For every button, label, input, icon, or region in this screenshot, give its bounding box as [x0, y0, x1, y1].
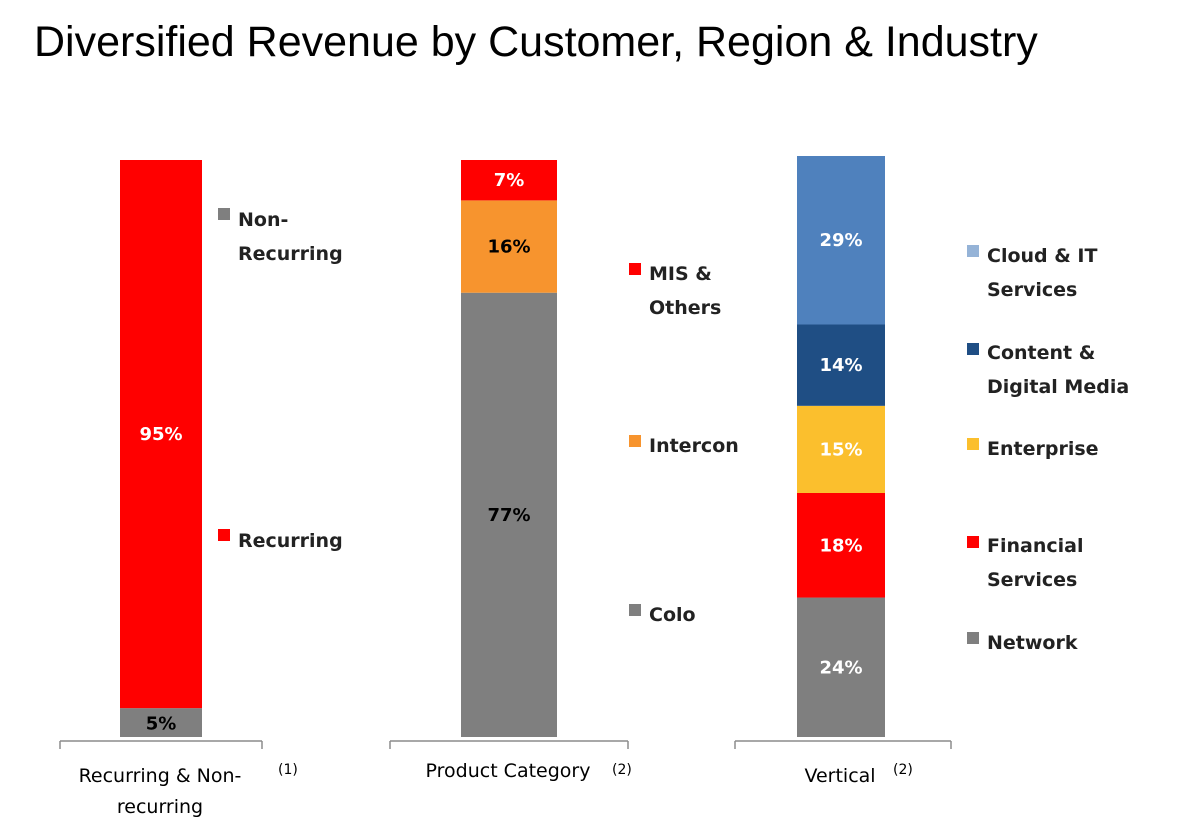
bar-segment-colo: [461, 292, 557, 737]
bar-segment-intercon: [461, 200, 557, 293]
category-label: Vertical: [804, 765, 875, 787]
data-label-network: 24%: [819, 657, 862, 678]
legend-swatch-non-recurring: [218, 208, 230, 220]
footnote-marker: (1): [278, 762, 298, 778]
chart-1: 5% Non- Recurring 95% Recurring Recurring & N…: [59, 160, 343, 818]
legend-swatch-network: [967, 632, 979, 644]
legend-swatch-content-and-digital-media: [967, 343, 979, 355]
legend-label-cloud-and-it-services: Services: [987, 279, 1077, 301]
legend-label-non-recurring: Non-: [238, 209, 288, 231]
legend-label-non-recurring: Recurring: [238, 243, 343, 265]
legend-label-recurring: Recurring: [238, 530, 343, 552]
legend-label-mis-and-others: MIS &: [649, 263, 712, 285]
data-label-colo: 77%: [487, 505, 530, 526]
legend-label-mis-and-others: Others: [649, 297, 721, 319]
legend-label-financial-services: Services: [987, 569, 1077, 591]
legend-swatch-enterprise: [967, 438, 979, 450]
legend-label-content-and-digital-media: Digital Media: [987, 376, 1129, 398]
legend-label-colo: Colo: [649, 604, 696, 626]
legend-label-enterprise: Enterprise: [987, 438, 1099, 460]
data-label-mis-and-others: 7%: [494, 170, 525, 191]
bar-segment-mis-and-others: [461, 160, 557, 201]
category-label: Recurring & Non-: [79, 765, 242, 787]
legend-swatch-cloud-and-it-services: [967, 245, 979, 257]
data-label-content-and-digital-media: 14%: [819, 355, 862, 376]
legend-label-content-and-digital-media: Content &: [987, 342, 1095, 364]
bar-segment-financial-services: [797, 492, 885, 598]
chart-3: 24% Network 18% Financial Services 15% Enterpr…: [734, 156, 1129, 787]
footnote-marker: (2): [893, 762, 913, 778]
page-title: Diversified Revenue by Customer, Region …: [34, 18, 1038, 66]
legend-swatch-recurring: [218, 529, 230, 541]
bar-segment-non-recurring: [120, 708, 202, 737]
data-label-non-recurring: 5%: [146, 714, 177, 735]
legend-label-financial-services: Financial: [987, 535, 1083, 557]
legend-label-network: Network: [987, 632, 1078, 654]
data-label-financial-services: 18%: [819, 535, 862, 556]
bar-segment-cloud-and-it-services: [797, 156, 885, 325]
chart-2: 77% Colo 16% Intercon 7% MIS & Others Product C…: [389, 160, 739, 782]
footnote-marker: (2): [612, 762, 632, 778]
legend-swatch-colo: [629, 604, 641, 616]
data-label-recurring: 95%: [139, 424, 182, 445]
data-label-cloud-and-it-services: 29%: [819, 230, 862, 251]
data-label-intercon: 16%: [487, 237, 530, 258]
bar-segment-enterprise: [797, 405, 885, 493]
bar-segment-network: [797, 597, 885, 737]
legend-swatch-financial-services: [967, 536, 979, 548]
legend-label-cloud-and-it-services: Cloud & IT: [987, 245, 1098, 267]
bar-segment-content-and-digital-media: [797, 324, 885, 406]
bar-segment-recurring: [120, 160, 202, 709]
legend-label-intercon: Intercon: [649, 435, 739, 457]
legend-swatch-intercon: [629, 435, 641, 447]
legend-swatch-mis-and-others: [629, 263, 641, 275]
category-label: Product Category: [426, 760, 591, 782]
data-label-enterprise: 15%: [819, 439, 862, 460]
category-label: recurring: [117, 796, 203, 818]
